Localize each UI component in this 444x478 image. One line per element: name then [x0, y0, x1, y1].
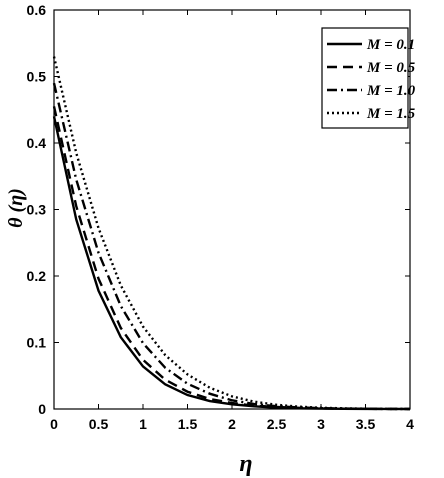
series-line-2 [52, 106, 411, 411]
y-tick-label: 0.3 [27, 202, 47, 218]
x-tick-label: 4 [406, 416, 414, 432]
legend-label: M = 1.0 [366, 83, 416, 99]
y-tick-label: 0.2 [27, 268, 47, 284]
series-line-3 [52, 82, 411, 411]
x-tick-label: 1.5 [178, 416, 198, 432]
y-tick-label: 0.5 [27, 69, 47, 85]
x-tick-label: 2.5 [267, 416, 287, 432]
x-tick-label: 3.5 [356, 416, 376, 432]
y-tick-label: 0 [38, 401, 46, 417]
y-axis-label: θ (η) [5, 188, 27, 228]
x-tick-label: 0.5 [89, 416, 109, 432]
axes: 0 0.5 1 1.5 2 2.5 3 3.5 4 0 0.1 0.2 0.3 0.4 0.5 0.6 [27, 2, 415, 432]
legend: M = 0.1 M = 0.5 M = 1.0 M = 1.5 [321, 27, 416, 129]
x-tick-label: 2 [228, 416, 236, 432]
y-tick-label: 0.4 [27, 135, 47, 151]
series-line-1 [52, 116, 411, 411]
legend-label: M = 0.1 [366, 37, 415, 53]
x-axis-label: η [239, 451, 252, 477]
x-tick-label: 3 [317, 416, 325, 432]
y-tick-label: 0.6 [27, 2, 47, 18]
legend-label: M = 0.5 [366, 60, 416, 76]
legend-label: M = 1.5 [366, 106, 416, 122]
x-tick-label: 0 [50, 416, 58, 432]
y-tick-label: 0.1 [27, 335, 47, 351]
x-tick-label: 1 [139, 416, 147, 432]
